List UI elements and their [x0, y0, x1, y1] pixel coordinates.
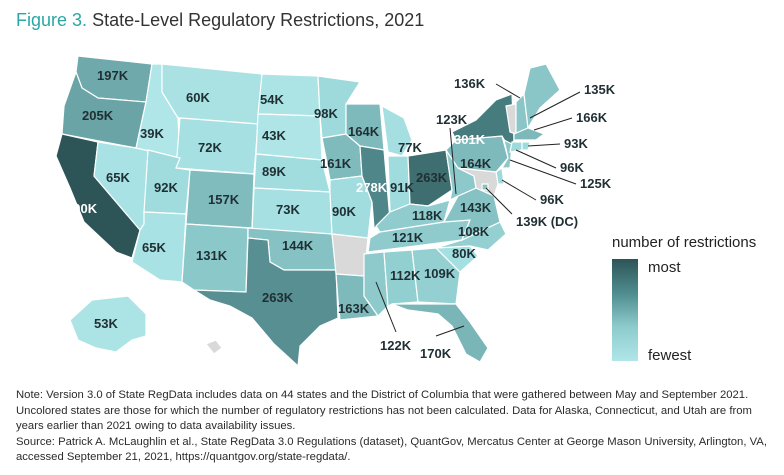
label-ri: 93K	[564, 136, 588, 151]
state-fl[interactable]	[391, 303, 489, 363]
label-tx: 263K	[262, 290, 294, 305]
label-wv: 123K	[436, 112, 468, 127]
label-ca: 400K	[66, 201, 98, 216]
label-il: 278K	[356, 180, 388, 195]
figure-title: Figure 3. State-Level Regulatory Restric…	[16, 10, 424, 31]
label-sc: 80K	[452, 246, 476, 261]
state-oh[interactable]	[407, 149, 453, 207]
note-text: Note: Version 3.0 of State RegData inclu…	[16, 389, 752, 432]
label-va: 143K	[460, 200, 492, 215]
legend-low-label: fewest	[648, 347, 692, 364]
label-az: 65K	[142, 240, 166, 255]
label-mt: 60K	[186, 90, 210, 105]
state-il[interactable]	[359, 145, 391, 229]
label-nj: 125K	[580, 176, 612, 191]
state-mt[interactable]	[161, 63, 263, 125]
notes-block: Note: Version 3.0 of State RegData inclu…	[16, 388, 776, 466]
label-co: 157K	[208, 192, 240, 207]
state-tx[interactable]	[191, 237, 339, 368]
state-labels: 197K 205K 400K 39K 65K 60K 72K 92K 65K 1…	[66, 68, 616, 361]
label-ms: 122K	[380, 338, 412, 353]
label-sd: 43K	[262, 128, 286, 143]
label-nm: 131K	[196, 248, 228, 263]
us-state-map: 197K 205K 400K 39K 65K 60K 72K 92K 65K 1…	[55, 55, 616, 368]
label-me: 136K	[454, 76, 486, 91]
label-ks: 73K	[276, 202, 300, 217]
label-mi: 77K	[398, 140, 422, 155]
label-fl: 170K	[420, 346, 452, 361]
label-oh: 263K	[416, 170, 448, 185]
label-ky: 118K	[412, 208, 443, 223]
label-nd: 54K	[260, 92, 284, 107]
legend-high-label: most	[648, 259, 681, 276]
state-mi[interactable]	[381, 104, 413, 157]
legend-title: number of restrictions	[612, 234, 757, 251]
label-or: 205K	[82, 108, 114, 123]
label-dc: 139K (DC)	[516, 214, 578, 229]
state-me[interactable]	[523, 63, 561, 130]
state-ri[interactable]	[521, 141, 531, 151]
label-ut: 92K	[154, 180, 178, 195]
label-ga: 109K	[424, 266, 456, 281]
leader-lines	[375, 83, 581, 337]
state-ms[interactable]	[363, 251, 389, 317]
state-nj[interactable]	[500, 138, 513, 169]
legend-color-ramp	[612, 259, 638, 361]
label-nh: 135K	[584, 82, 616, 97]
label-pa: 164K	[460, 156, 492, 171]
label-ma: 166K	[576, 110, 608, 125]
label-ct: 96K	[560, 160, 584, 175]
state-ga[interactable]	[411, 247, 461, 305]
label-ia: 161K	[320, 156, 352, 171]
label-nv: 65K	[106, 170, 130, 185]
state-ak[interactable]	[69, 295, 147, 353]
label-ok: 144K	[282, 238, 314, 253]
label-la: 163K	[338, 301, 370, 316]
label-tn: 121K	[392, 230, 424, 245]
label-wa: 197K	[97, 68, 129, 83]
label-wy: 72K	[198, 140, 222, 155]
state-ar[interactable]	[331, 233, 369, 277]
label-nc: 108K	[458, 224, 490, 239]
label-de: 96K	[540, 192, 564, 207]
label-ak: 53K	[94, 316, 118, 331]
label-ny: 301K	[454, 132, 486, 147]
label-mn: 98K	[314, 106, 338, 121]
figure-title-text: State-Level Regulatory Restrictions, 202…	[92, 10, 425, 30]
label-mo: 90K	[332, 204, 356, 219]
state-ma[interactable]	[513, 127, 546, 141]
figure-number: Figure 3.	[16, 10, 88, 30]
state-hi[interactable]	[205, 339, 223, 355]
label-al: 112K	[390, 268, 421, 283]
label-id: 39K	[140, 126, 164, 141]
label-in: 91K	[390, 180, 414, 195]
label-ne: 89K	[262, 164, 286, 179]
label-wi: 164K	[348, 124, 380, 139]
source-text: Source: Patrick A. McLaughlin et al., St…	[16, 435, 767, 464]
state-al[interactable]	[383, 249, 419, 307]
